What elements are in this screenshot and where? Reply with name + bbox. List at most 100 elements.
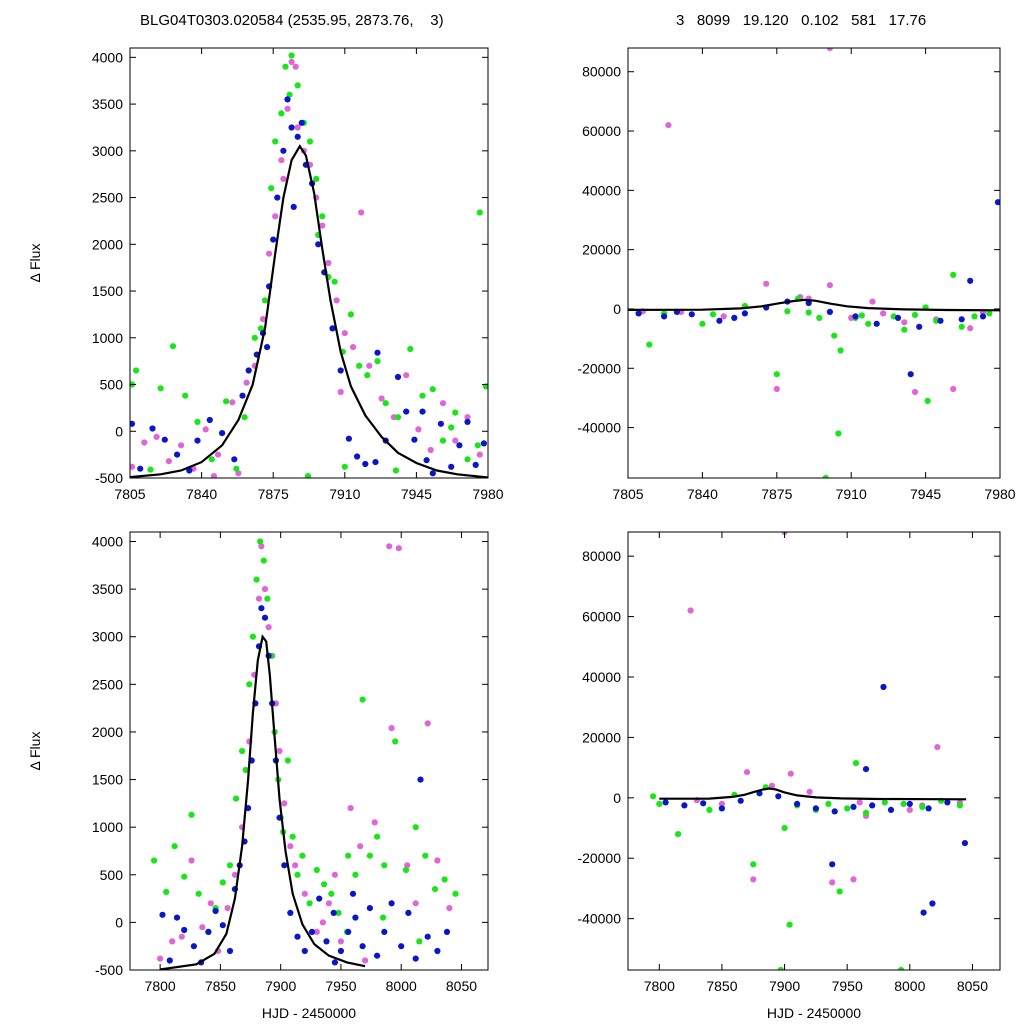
data-point-blue (472, 461, 479, 468)
data-point-blue (937, 317, 944, 324)
data-point-green (822, 474, 829, 478)
data-point-green (251, 334, 258, 341)
data-point-pink (773, 385, 780, 393)
data-point-green (195, 890, 202, 897)
data-point-green (313, 866, 320, 874)
data-point-pink (357, 843, 364, 850)
data-point-blue (274, 194, 281, 201)
data-point-green (272, 138, 279, 145)
data-point-pink (278, 157, 285, 164)
data-point-green (441, 876, 448, 883)
data-point-green (226, 862, 234, 869)
data-point-pink (301, 890, 308, 897)
y-tick-label: 1000 (92, 330, 123, 346)
data-point-green (950, 271, 957, 278)
data-point-blue (315, 241, 322, 248)
data-point-green (709, 311, 717, 318)
y-tick-label: 80000 (582, 548, 621, 564)
y-axis-label: Δ Flux (27, 732, 43, 771)
data-point-green (313, 175, 320, 182)
data-point-green (381, 862, 388, 869)
data-point-green (233, 795, 240, 802)
data-point-blue (308, 928, 316, 936)
data-point-green (241, 414, 248, 421)
data-point-green (246, 681, 253, 688)
data-point-blue (794, 800, 801, 808)
data-point-green (837, 347, 844, 354)
data-point-blue (345, 435, 352, 442)
data-point-blue (852, 313, 859, 320)
data-point-blue (388, 900, 395, 907)
data-point-blue (352, 914, 359, 921)
data-point-pink (869, 298, 876, 305)
data-point-pink (362, 957, 369, 964)
data-point-blue (149, 425, 156, 432)
data-point-green (242, 766, 249, 774)
data-point-green (223, 398, 230, 405)
x-tick-label: 7850 (706, 978, 737, 994)
x-tick-label: 7910 (836, 486, 867, 502)
data-point-pink (259, 316, 267, 323)
data-point-blue (718, 805, 726, 812)
data-point-pink (243, 379, 250, 386)
data-point-blue (258, 605, 265, 612)
data-point-green (356, 362, 363, 369)
data-point-pink (395, 545, 402, 552)
y-tick-label: 0 (115, 423, 123, 439)
data-point-green (750, 861, 757, 868)
data-point-green (366, 852, 373, 859)
data-point-green (331, 278, 338, 285)
data-point-green (836, 888, 843, 895)
x-tick-label: 7805 (612, 486, 643, 502)
data-point-green (429, 386, 436, 393)
data-point-pink (826, 48, 833, 52)
data-point-green (781, 824, 788, 832)
data-point-green (264, 595, 271, 602)
data-point-pink (284, 105, 291, 112)
data-point-blue (166, 957, 173, 964)
y-tick-label: 2000 (92, 236, 123, 252)
data-point-blue (270, 236, 277, 243)
data-point-blue (417, 776, 424, 783)
data-point-pink (319, 222, 326, 229)
data-point-green (656, 800, 663, 808)
x-tick-label: 7900 (769, 978, 800, 994)
y-tick-label: 0 (115, 914, 123, 930)
data-point-blue (329, 325, 336, 332)
data-point-pink (280, 175, 287, 182)
data-point-blue (805, 299, 812, 307)
data-point-pink (229, 399, 236, 406)
data-point-pink (388, 725, 395, 732)
data-point-blue (290, 203, 297, 210)
data-point-green (347, 311, 354, 318)
y-tick-label: -500 (95, 470, 123, 486)
data-point-blue (130, 420, 136, 427)
data-point-blue (944, 799, 951, 806)
data-point-green (306, 138, 314, 145)
data-point-blue (443, 928, 451, 936)
data-point-green (971, 313, 978, 320)
data-point-green (862, 809, 870, 817)
data-point-pink (826, 282, 834, 289)
data-point-pink (292, 63, 299, 70)
data-point-green (282, 63, 289, 70)
data-point-blue (887, 806, 895, 814)
data-point-blue (688, 311, 695, 318)
y-tick-label: 3000 (92, 629, 123, 645)
data-point-pink (763, 280, 770, 287)
y-tick-label: 500 (100, 867, 124, 883)
model-fit-curve (159, 634, 366, 970)
data-point-blue (219, 430, 226, 437)
x-tick-label: 7805 (114, 486, 145, 502)
data-point-blue (906, 800, 913, 808)
data-point-pink (412, 900, 419, 907)
data-point-green (464, 456, 471, 463)
x-axis-label: HJD - 2450000 (767, 1005, 861, 1021)
data-point-blue (775, 793, 782, 800)
data-point-green (958, 323, 965, 330)
data-point-blue (480, 440, 487, 447)
data-point-green (335, 909, 342, 917)
data-point-blue (862, 766, 870, 773)
data-point-blue (826, 308, 834, 315)
data-point-pink (806, 788, 813, 795)
